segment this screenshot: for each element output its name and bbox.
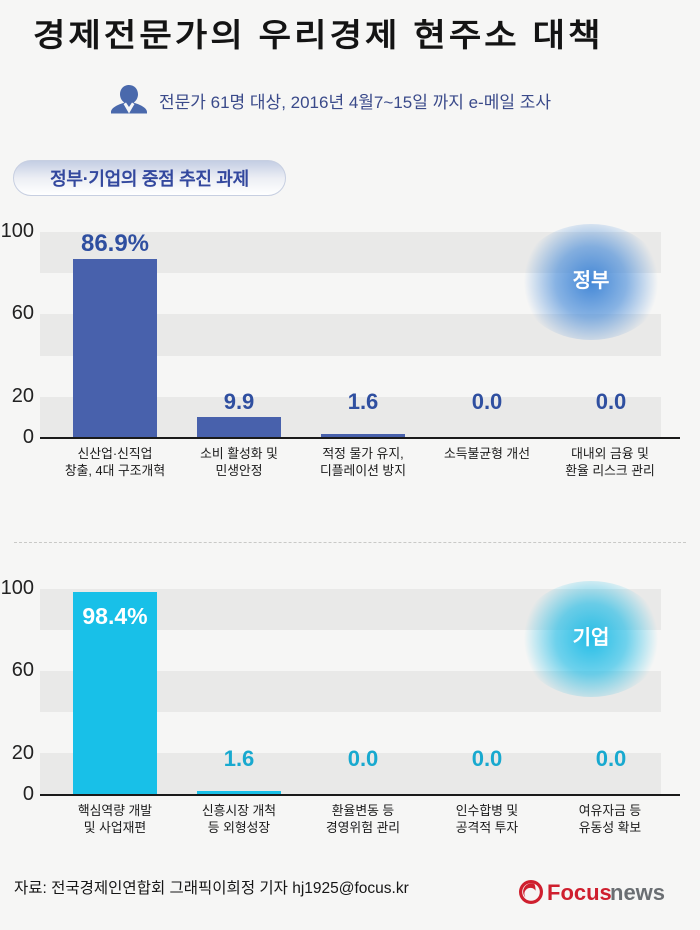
svg-text:news: news	[610, 880, 665, 905]
svg-text:Focus: Focus	[547, 880, 612, 905]
